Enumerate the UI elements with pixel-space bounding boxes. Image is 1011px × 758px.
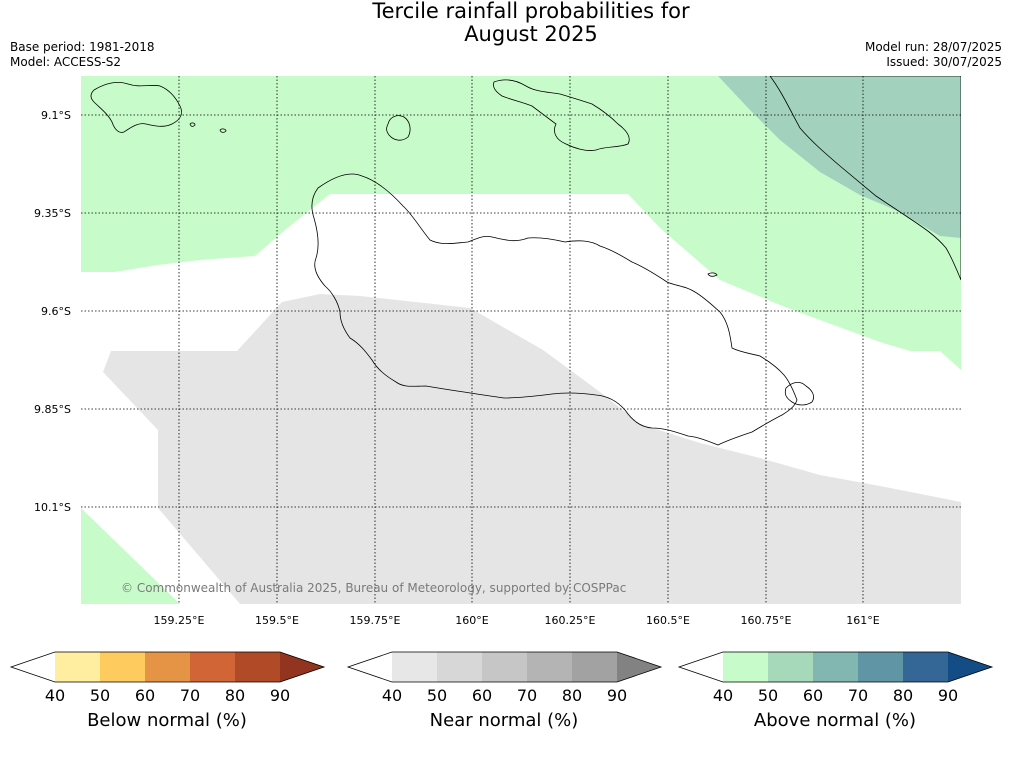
colorbar-segment [100,652,145,682]
lon-label: 159.5°E [255,614,299,627]
colorbar-arrow-high [948,652,992,682]
colorbar-tick: 90 [607,686,627,705]
issued-date: Issued: 30/07/2025 [886,55,1002,69]
meta-left: Base period: 1981-2018 Model: ACCESS-S2 [10,40,155,70]
model-name: Model: ACCESS-S2 [10,55,122,69]
model-run: Model run: 28/07/2025 [864,40,1002,54]
colorbar-tick: 40 [45,686,65,705]
colorbar-arrow-high [280,652,324,682]
colorbar-tick: 90 [270,686,290,705]
colorbar-segment [527,652,572,682]
colorbar-tick: 50 [758,686,778,705]
lat-label: 9.6°S [41,305,71,318]
island-savo [386,115,411,141]
lon-label: 160.25°E [545,614,596,627]
lat-labels: 9.1°S 9.35°S 9.6°S 9.85°S 10.1°S [34,109,71,514]
island-tiny-west-2 [189,122,196,127]
lon-label: 160.5°E [646,614,690,627]
lat-label: 10.1°S [34,501,71,514]
graticule [81,76,961,604]
colorbar-arrow-low [11,652,55,682]
island-tiny-west [219,128,227,133]
colorbar-tick: 60 [135,686,155,705]
copyright-notice: © Commonwealth of Australia 2025, Bureau… [121,581,626,595]
island-malaita [769,76,961,281]
colorbar-segment [190,652,235,682]
colorbar-segment [55,652,100,682]
colorbar-segment [813,652,858,682]
colorbar-tick: 50 [427,686,447,705]
colorbar-arrow-low [348,652,392,682]
colorbar-tick: 50 [90,686,110,705]
above-normal-region-southwest [81,508,180,604]
colorbar-tick: 70 [848,686,868,705]
colorbar-segment [858,652,903,682]
map-title: Tercile rainfall probabilities for Augus… [0,0,1011,46]
colorbar-arrow-low [679,652,723,682]
lon-label: 161°E [846,614,879,627]
colorbar-tick: 40 [713,686,733,705]
lon-labels: 159.25°E 159.5°E 159.75°E 160°E 160.25°E… [154,614,880,627]
colorbar-tick: 80 [893,686,913,705]
colorbar-above-normal: 40 50 60 70 80 90 Above normal (%) [677,651,994,731]
colorbar-near-normal: 40 50 60 70 80 90 Near normal (%) [346,651,663,731]
colorbar-segment [392,652,437,682]
colorbar-segment [482,652,527,682]
colorbar-tick: 90 [938,686,958,705]
island-guadalcanal [311,173,798,446]
colorbar-tick: 60 [803,686,823,705]
colorbar-tick: 60 [472,686,492,705]
colorbar-segment [145,652,190,682]
colorbar-segment [903,652,948,682]
colorbar-outline [346,651,663,683]
islands-florida-west [90,82,182,133]
colorbar-tick: 70 [517,686,537,705]
lon-label: 159.75°E [350,614,401,627]
colorbar-outline [677,651,994,683]
colorbar-segment [437,652,482,682]
colorbar-outline [9,651,326,683]
islands-nggela [493,79,630,151]
colorbar-segment [723,652,768,682]
colorbar-segment [768,652,813,682]
lat-label: 9.35°S [34,207,71,220]
meta-right: Model run: 28/07/2025 Issued: 30/07/2025 [865,40,1002,70]
colorbar-tick: 70 [180,686,200,705]
lat-label: 9.1°S [41,109,71,122]
colorbar-arrow-high [617,652,661,682]
colorbar-title: Near normal (%) [430,710,579,731]
near-normal-region [103,294,961,604]
colorbar-below-normal: 40 50 60 70 80 90 Below normal (%) [9,651,326,731]
coastlines [90,76,961,446]
island-small-1 [707,272,718,277]
island-east-small [784,382,814,406]
colorbar-tick: 80 [225,686,245,705]
title-line-2: August 2025 [464,22,598,46]
colorbar-title: Above normal (%) [754,710,916,731]
map-area: © Commonwealth of Australia 2025, Bureau… [81,76,961,604]
lon-label: 159.25°E [154,614,205,627]
above-normal-region-north [81,76,961,370]
colorbar-title: Below normal (%) [87,710,247,731]
colorbar-segment [235,652,280,682]
colorbar-tick: 80 [562,686,582,705]
lon-label: 160°E [455,614,488,627]
base-period: Base period: 1981-2018 [10,40,155,54]
colorbar-segment [572,652,617,682]
lat-label: 9.85°S [34,403,71,416]
colorbar-tick: 40 [382,686,402,705]
title-line-1: Tercile rainfall probabilities for [372,0,690,23]
above-normal-region-northeast [718,76,961,238]
lon-label: 160.75°E [741,614,792,627]
